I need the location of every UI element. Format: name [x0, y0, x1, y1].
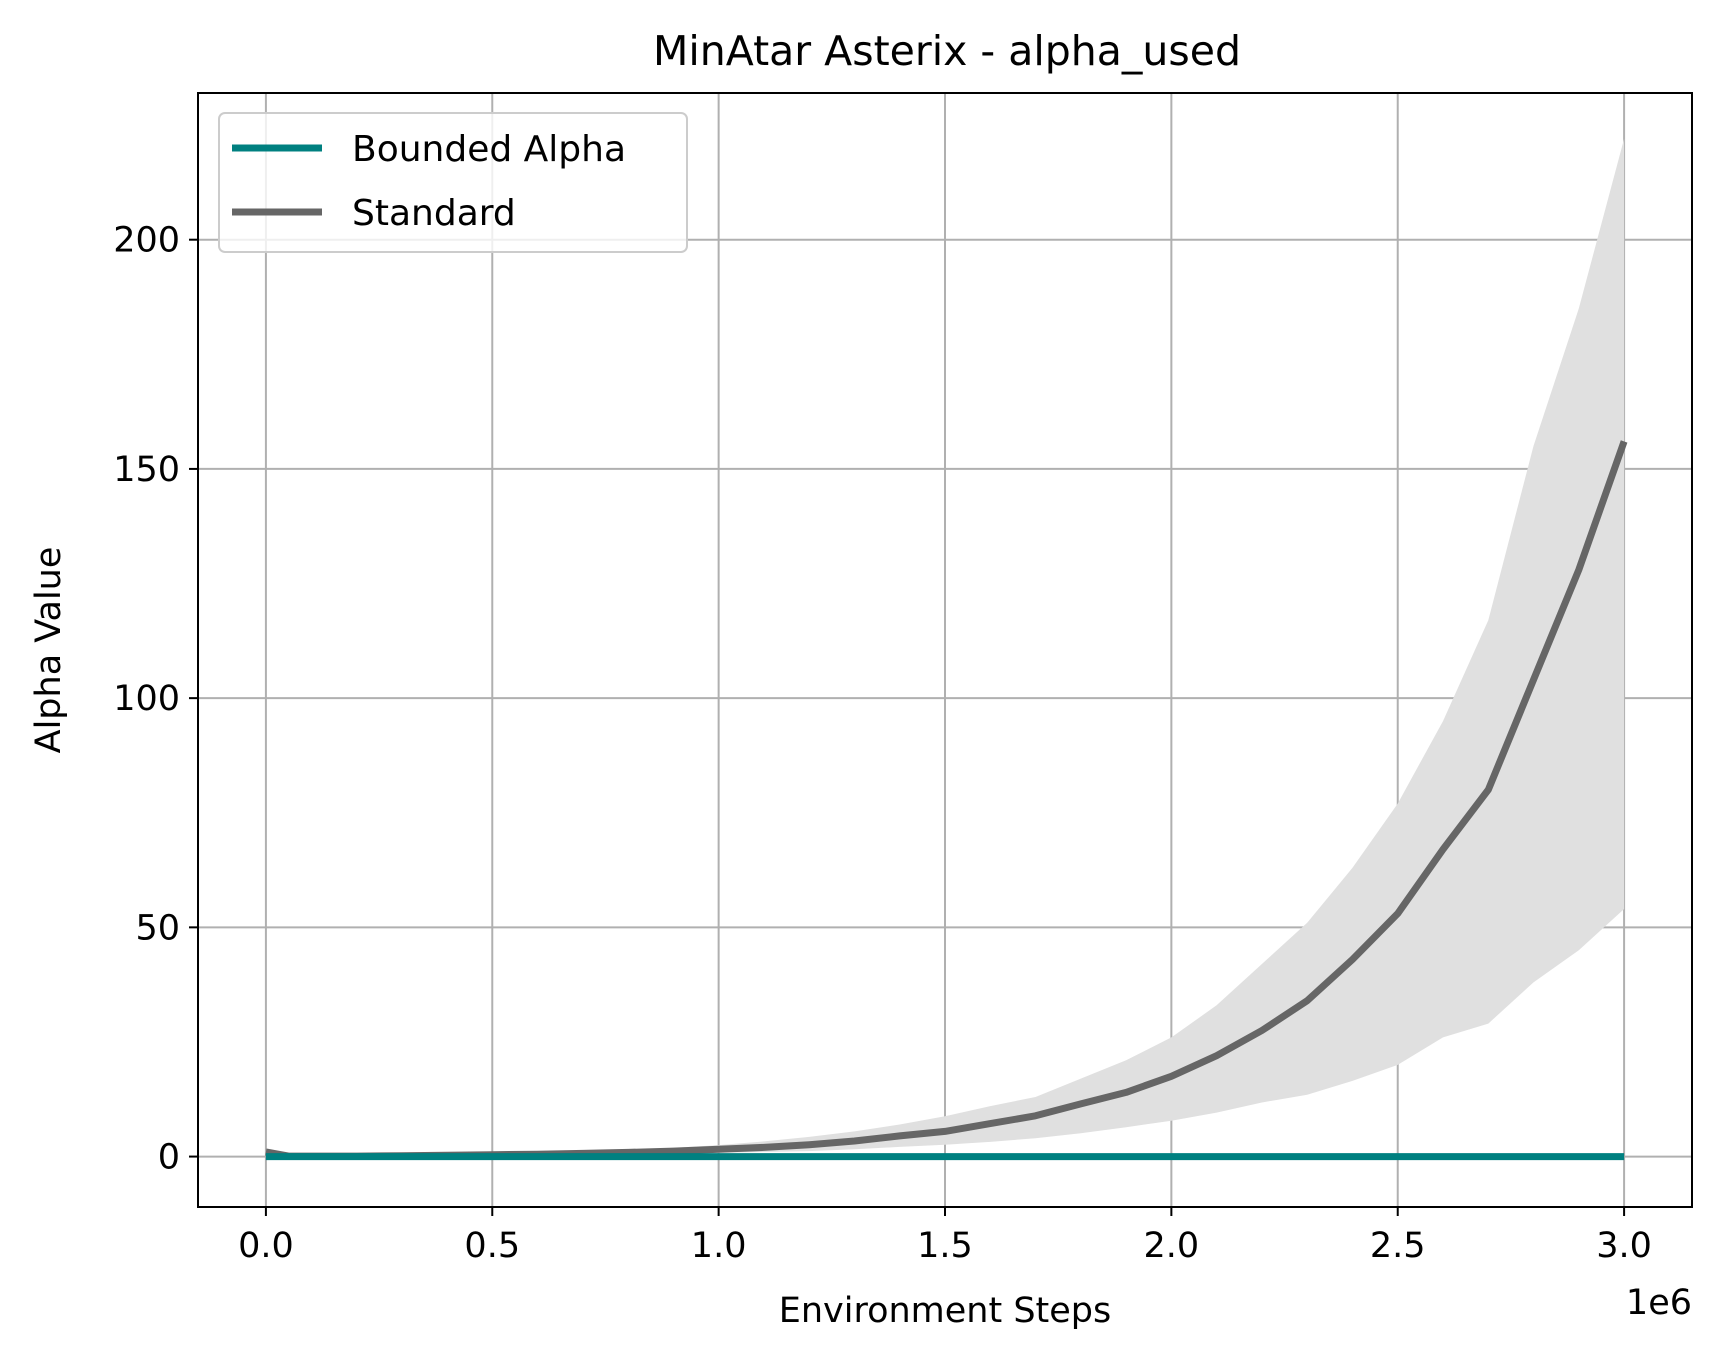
x-tick-label-6: 3.0	[1596, 1226, 1652, 1266]
x-tick-label-3: 1.5	[917, 1226, 973, 1266]
y-axis-label: Alpha Value	[29, 547, 69, 754]
legend-label-standard: Standard	[352, 193, 516, 234]
legend-label-bounded-alpha: Bounded Alpha	[352, 129, 626, 170]
y-tick-label-0: 0	[158, 1138, 180, 1178]
chart-title: MinAtar Asterix - alpha_used	[653, 27, 1241, 75]
x-tick-label-2: 1.0	[691, 1226, 747, 1266]
x-tick-label-0: 0.0	[238, 1226, 294, 1266]
x-tick-label-1: 0.5	[464, 1226, 520, 1266]
legend-box	[218, 112, 688, 253]
y-axis-ticks: 0 50 100 150 200	[113, 221, 198, 1178]
x-tick-label-4: 2.0	[1144, 1226, 1200, 1266]
y-tick-label-2: 100	[113, 679, 180, 719]
y-tick-label-1: 50	[135, 908, 180, 948]
legend: Bounded Alpha Standard	[218, 112, 688, 253]
x-axis-label: Environment Steps	[779, 1291, 1112, 1331]
y-tick-label-4: 200	[113, 221, 180, 261]
series-line-layer	[265, 440, 1628, 1161]
x-axis-offset-label: 1e6	[1626, 1283, 1692, 1323]
x-axis-ticks: 0.0 0.5 1.0 1.5 2.0 2.5 3.0	[238, 1207, 1652, 1266]
y-tick-label-3: 150	[113, 450, 180, 490]
x-tick-label-5: 2.5	[1370, 1226, 1426, 1266]
